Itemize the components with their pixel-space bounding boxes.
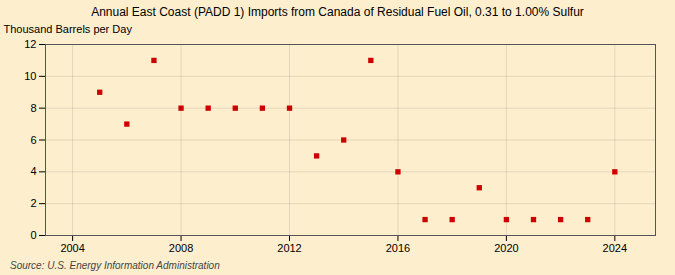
- svg-text:6: 6: [30, 134, 36, 146]
- svg-text:2008: 2008: [169, 242, 193, 254]
- svg-text:2: 2: [30, 197, 36, 209]
- svg-text:10: 10: [24, 70, 36, 82]
- html-text:Source: U.S. Energy Informatio: Source: U.S. Energy Information Administ…: [10, 260, 220, 271]
- svg-text:2024: 2024: [603, 242, 627, 254]
- svg-text:2020: 2020: [494, 242, 518, 254]
- html-text:Annual East Coast (PADD 1) Imp: Annual East Coast (PADD 1) Imports from …: [91, 5, 584, 19]
- svg-text:2004: 2004: [60, 242, 84, 254]
- svg-text:12: 12: [24, 38, 36, 50]
- svg-text:2016: 2016: [386, 242, 410, 254]
- svg-text:2012: 2012: [277, 242, 301, 254]
- svg-text:Thousand Barrels per Day: Thousand Barrels per Day: [4, 23, 133, 35]
- svg-text:0: 0: [30, 229, 36, 241]
- svg-text:8: 8: [30, 102, 36, 114]
- svg-text:4: 4: [30, 165, 36, 177]
